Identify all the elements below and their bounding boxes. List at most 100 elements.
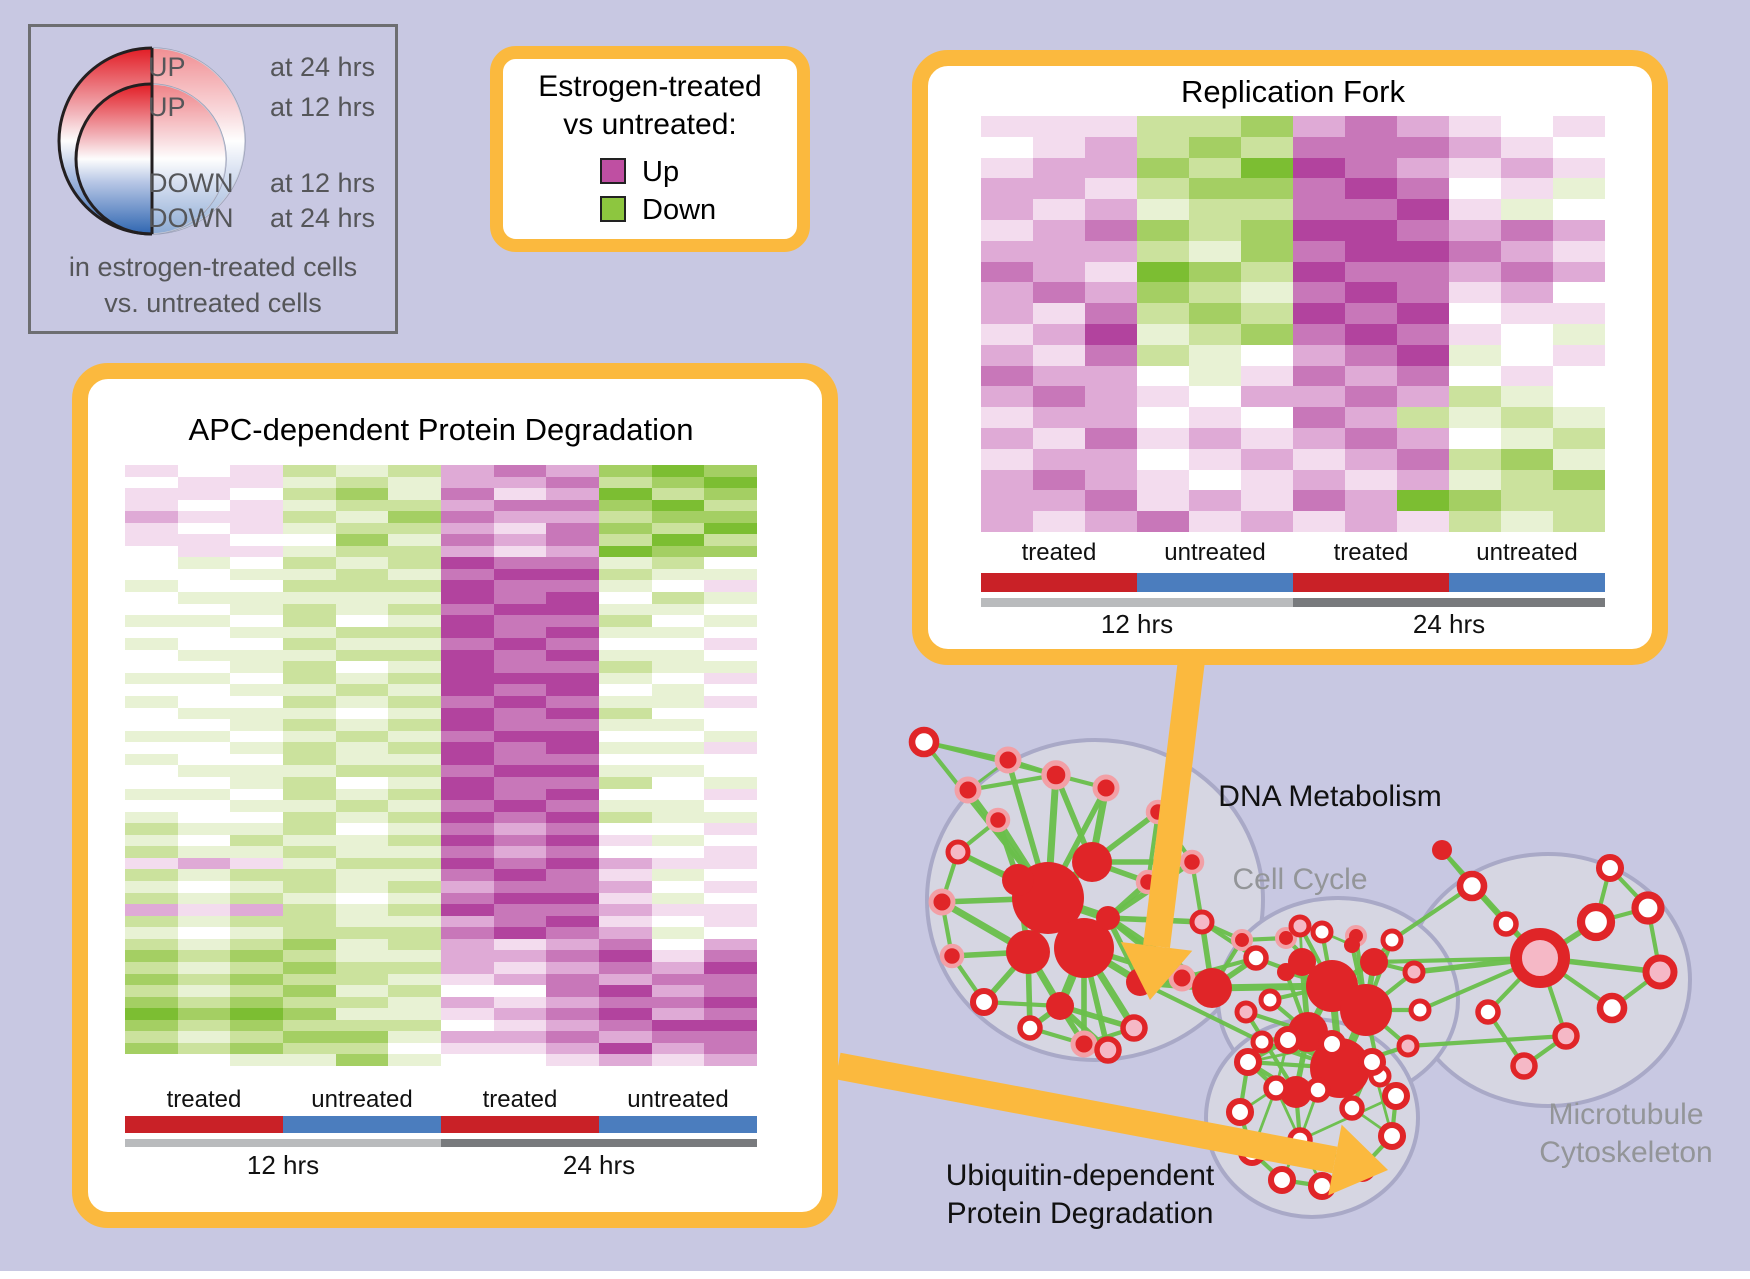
heatmap-cell bbox=[651, 719, 705, 731]
heatmap-cell bbox=[546, 672, 599, 685]
heatmap-cell bbox=[388, 499, 441, 512]
heatmap-cell bbox=[546, 649, 599, 662]
network-edge bbox=[1245, 1059, 1343, 1071]
heatmap-cell bbox=[1293, 136, 1345, 158]
heatmap-cell bbox=[388, 869, 441, 881]
heatmap-cell bbox=[651, 869, 705, 881]
heatmap-cell bbox=[283, 857, 336, 870]
heatmap-cell bbox=[1449, 136, 1501, 158]
network-edge bbox=[955, 817, 1001, 855]
heatmap-cell bbox=[599, 568, 652, 581]
cluster-label-ubiquitin-line1: Ubiquitin-dependent bbox=[945, 1159, 1215, 1192]
network-edge bbox=[955, 849, 1021, 883]
network-node bbox=[1317, 1029, 1347, 1059]
heatmap-cell bbox=[599, 580, 652, 593]
heatmap-cell bbox=[283, 522, 336, 535]
heatmap-cell bbox=[177, 603, 231, 616]
heatmap-cell bbox=[230, 626, 283, 639]
heatmap-cell bbox=[1553, 282, 1605, 304]
heatmap-cell bbox=[1553, 448, 1605, 470]
network-edge bbox=[1439, 847, 1475, 889]
heatmap-cell bbox=[599, 1042, 652, 1055]
heatmap-cell bbox=[388, 881, 441, 893]
network-edge bbox=[1304, 982, 1336, 1036]
network-edge bbox=[1136, 978, 1216, 992]
heatmap-cell bbox=[283, 707, 336, 720]
heatmap-cell bbox=[1293, 490, 1345, 512]
heatmap-cell bbox=[981, 199, 1033, 220]
heatmap-cell bbox=[1553, 199, 1605, 220]
heatmap-cell bbox=[493, 730, 547, 743]
heatmap-cell bbox=[493, 568, 547, 581]
heatmap-cell bbox=[651, 753, 705, 766]
network-node bbox=[1510, 1052, 1538, 1080]
heatmap-cell bbox=[1137, 282, 1189, 304]
network-edge bbox=[1329, 1041, 1375, 1065]
heatmap-cell bbox=[125, 846, 178, 858]
heatmap-cell bbox=[493, 823, 547, 835]
heatmap-cell bbox=[599, 904, 652, 916]
heatmap-cell bbox=[177, 742, 231, 754]
heatmap-cell bbox=[1085, 511, 1137, 532]
heatmap-cell bbox=[335, 719, 389, 731]
heatmap-cell bbox=[125, 557, 178, 569]
heatmap-cell bbox=[1293, 178, 1345, 200]
heatmap-cell bbox=[125, 800, 178, 812]
network-edge bbox=[1137, 975, 1185, 985]
heatmap-cell bbox=[493, 1031, 547, 1043]
heatmap-cell bbox=[704, 800, 757, 812]
ring-legend-box bbox=[28, 24, 398, 334]
heatmap-cell bbox=[177, 869, 231, 881]
heatmap-cell bbox=[283, 557, 336, 569]
heatmap-cell bbox=[493, 476, 547, 489]
heatmap-cell bbox=[230, 568, 283, 581]
network-node bbox=[1380, 928, 1404, 952]
network-edge bbox=[1005, 757, 1059, 778]
heatmap-cell bbox=[651, 765, 705, 777]
heatmap-cell bbox=[981, 323, 1033, 345]
network-edge bbox=[1053, 772, 1109, 791]
heatmap-cell bbox=[283, 580, 336, 593]
heatmap-cell bbox=[125, 615, 178, 627]
heatmap-cell bbox=[1085, 157, 1137, 179]
heatmap-cell bbox=[1553, 219, 1605, 241]
network-node bbox=[1360, 948, 1388, 976]
heatmap-cell bbox=[335, 545, 389, 558]
heatmap-cell bbox=[546, 823, 599, 835]
heatmap-cell bbox=[1501, 427, 1553, 449]
heatmap-cell bbox=[981, 365, 1033, 387]
heatmap-cell bbox=[704, 545, 757, 558]
heatmap-cell bbox=[599, 892, 652, 905]
heatmap-cell bbox=[493, 488, 547, 500]
heatmap-cell bbox=[125, 603, 178, 616]
network-node bbox=[1243, 945, 1269, 971]
heatmap-cell bbox=[230, 499, 283, 512]
heatmap-cell bbox=[493, 753, 547, 766]
heatmap-cell bbox=[493, 707, 547, 720]
heatmap-cell bbox=[177, 973, 231, 986]
heatmap-cell bbox=[335, 499, 389, 512]
heatmap-cell bbox=[1345, 386, 1397, 408]
heatmap-cell bbox=[283, 465, 336, 477]
heatmap-cell bbox=[493, 1042, 547, 1055]
heatmap-cell bbox=[177, 776, 231, 789]
heatmap-cell bbox=[335, 1008, 389, 1020]
heatmap-cell bbox=[1449, 407, 1501, 428]
heatmap-cell bbox=[283, 1042, 336, 1055]
heatmap-cell bbox=[599, 788, 652, 801]
network-edge bbox=[955, 849, 1051, 901]
heatmap-cell bbox=[546, 753, 599, 766]
cluster-label-dna-metabolism: DNA Metabolism bbox=[1218, 780, 1442, 813]
heatmap-cell bbox=[177, 823, 231, 835]
heatmap-cell bbox=[441, 1019, 494, 1032]
heatmap-cell bbox=[1033, 386, 1085, 408]
heatmap-cell bbox=[441, 488, 494, 500]
heatmap-cell bbox=[283, 638, 336, 650]
network-node bbox=[939, 943, 965, 969]
network-edge bbox=[1088, 784, 1110, 866]
heatmap-cell bbox=[441, 904, 494, 916]
heatmap-cell bbox=[704, 557, 757, 569]
heatmap-cell bbox=[388, 950, 441, 962]
heatmap-cell bbox=[125, 834, 178, 847]
heatmap-cell bbox=[1085, 303, 1137, 324]
